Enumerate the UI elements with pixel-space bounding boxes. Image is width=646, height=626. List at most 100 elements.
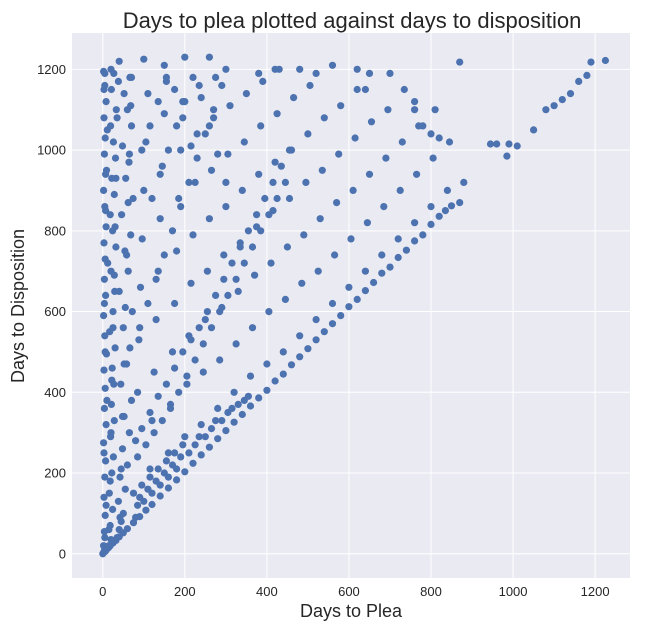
y-tick-label: 800: [44, 223, 66, 238]
data-point: [100, 542, 108, 550]
data-point: [113, 534, 121, 542]
data-point: [183, 380, 191, 388]
data-point: [298, 279, 306, 287]
data-point: [429, 154, 437, 162]
data-point: [102, 421, 110, 429]
y-axis-ticks: 0 200 400 600 800 1000 1200: [37, 62, 66, 561]
data-point: [114, 497, 122, 505]
data-point: [100, 439, 108, 447]
data-point: [566, 90, 575, 98]
data-point: [281, 295, 289, 303]
data-point: [456, 58, 464, 66]
data-point: [212, 291, 220, 299]
data-point: [108, 469, 116, 477]
x-tick-label: 1200: [581, 584, 610, 599]
data-point: [171, 85, 179, 94]
data-point: [283, 243, 291, 251]
data-point: [191, 356, 199, 364]
data-point: [365, 69, 374, 77]
data-point: [203, 267, 211, 275]
data-point: [126, 344, 134, 352]
data-point: [121, 247, 129, 255]
data-point: [328, 320, 337, 328]
data-point: [129, 194, 137, 203]
data-point: [402, 246, 410, 254]
data-point: [115, 57, 123, 65]
data-point: [273, 110, 281, 118]
data-point: [164, 484, 172, 492]
data-point: [456, 199, 464, 207]
data-point: [179, 348, 187, 356]
data-point: [386, 263, 394, 271]
y-tick-label: 600: [44, 304, 66, 319]
data-point: [100, 150, 108, 158]
data-point: [171, 449, 179, 457]
data-point: [142, 441, 150, 449]
data-point: [318, 166, 326, 174]
data-point: [146, 473, 154, 481]
data-point: [279, 348, 287, 356]
data-point: [132, 513, 140, 522]
y-tick-label: 0: [59, 546, 66, 561]
y-tick-label: 200: [44, 466, 66, 481]
data-point: [251, 271, 259, 279]
data-point: [265, 211, 273, 219]
data-point: [100, 493, 108, 501]
data-point: [349, 186, 357, 194]
data-point: [398, 138, 406, 146]
data-point: [460, 178, 468, 186]
data-point: [199, 340, 207, 348]
data-point: [271, 65, 279, 73]
data-point: [238, 186, 246, 194]
data-point: [105, 489, 113, 497]
data-point: [197, 94, 205, 102]
data-point: [530, 126, 538, 134]
data-point: [138, 146, 146, 154]
data-point: [363, 219, 371, 227]
data-point: [132, 437, 140, 445]
data-point: [144, 299, 152, 308]
data-point: [117, 465, 125, 473]
data-point: [120, 412, 128, 421]
data-point: [166, 404, 175, 412]
data-point: [351, 134, 359, 142]
data-point: [138, 425, 146, 433]
data-point: [123, 525, 131, 533]
data-point: [320, 114, 328, 122]
data-point: [115, 526, 123, 534]
data-point: [411, 237, 419, 245]
data-point: [222, 65, 230, 73]
data-point: [328, 299, 337, 308]
data-point: [281, 178, 289, 186]
data-point: [427, 203, 435, 211]
data-point: [306, 81, 314, 90]
data-point: [100, 275, 108, 283]
data-point: [331, 251, 339, 259]
data-point: [378, 269, 386, 277]
data-point: [101, 203, 109, 211]
y-axis-label: Days to Disposition: [8, 229, 28, 383]
data-point: [183, 372, 191, 380]
data-point: [134, 453, 142, 461]
data-point: [353, 65, 361, 73]
data-point: [413, 170, 421, 178]
data-point: [118, 142, 127, 150]
data-point: [271, 377, 279, 385]
chart-title: Days to plea plotted against days to dis…: [123, 8, 582, 33]
data-point: [257, 122, 265, 130]
data-point: [328, 61, 337, 69]
data-point: [136, 283, 145, 291]
data-point: [101, 384, 109, 392]
data-point: [113, 114, 121, 122]
data-point: [380, 203, 388, 211]
data-point: [102, 457, 110, 465]
data-point: [112, 243, 120, 251]
data-point: [550, 102, 558, 110]
data-point: [148, 417, 156, 425]
data-point: [234, 287, 242, 295]
data-point: [210, 106, 218, 114]
x-tick-label: 1000: [499, 584, 528, 599]
data-point: [100, 366, 108, 374]
data-point: [296, 65, 304, 73]
data-point: [244, 392, 252, 400]
